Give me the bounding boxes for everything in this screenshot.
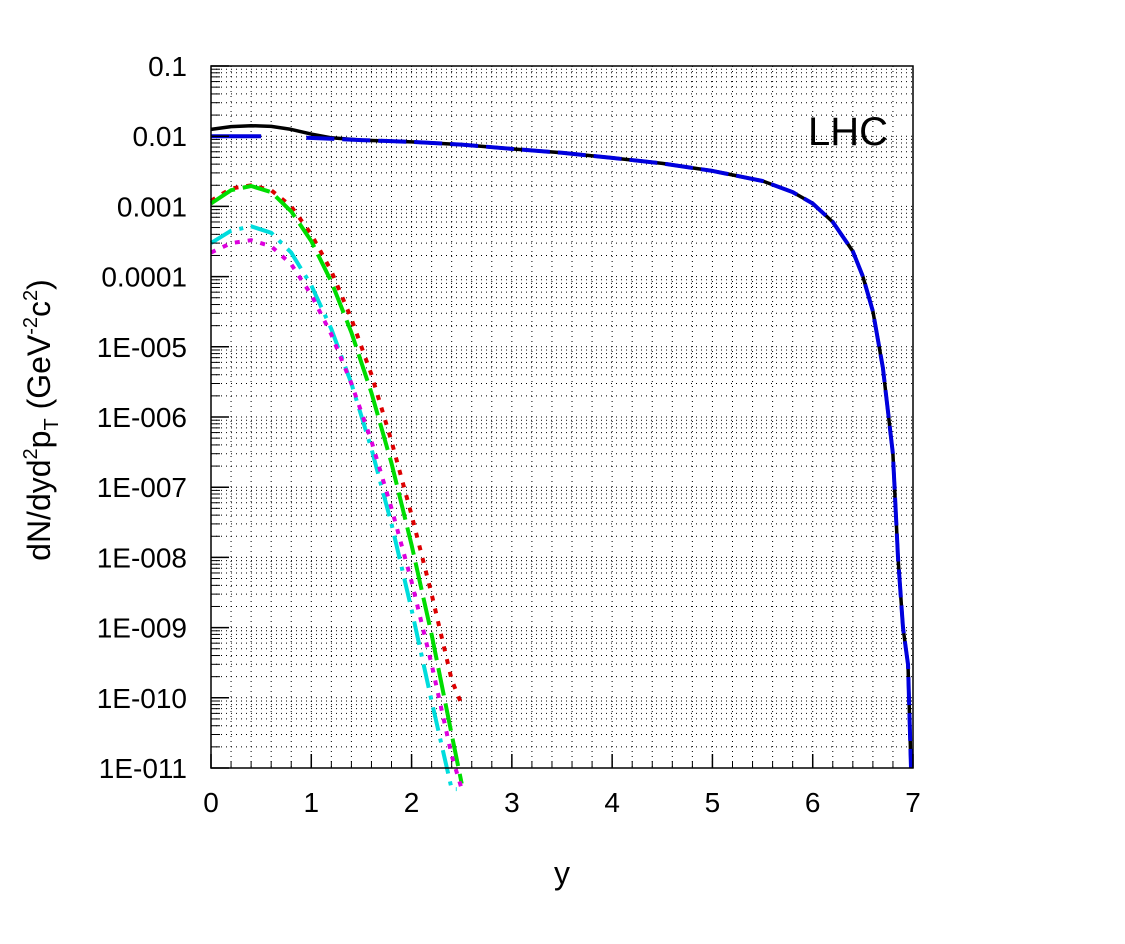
x-tick-label: 7 (905, 787, 921, 818)
y-axis-title-unit: (GeV (21, 334, 57, 418)
series-line-2 (306, 135, 913, 769)
y-tick-label: 0.1 (148, 51, 187, 82)
y-axis-title: dN/dyd2pT (GeV-2c2) (20, 279, 63, 561)
x-tick-label: 5 (705, 787, 721, 818)
y-axis-title-base: dN/dyd (21, 459, 57, 560)
y-axis-title-p: p (21, 431, 57, 449)
y-axis-title-sup3: 2 (20, 290, 42, 301)
axis-layer: 0 1 2 3 4 5 6 7 1E-011 1E-010 1E-009 1E-008 1E-007 1E… (97, 51, 921, 818)
y-axis-title-c: c (21, 301, 57, 317)
x-tick-label: 2 (404, 787, 420, 818)
y-axis-title-close: ) (21, 279, 57, 290)
series-layer (209, 123, 913, 792)
y-tick-label: 1E-005 (97, 332, 187, 363)
x-tick-label: 4 (604, 787, 620, 818)
x-tick-label: 3 (504, 787, 520, 818)
series-line-4 (209, 184, 464, 784)
y-tick-label: 1E-009 (97, 613, 187, 644)
y-tick-label: 0.01 (133, 121, 188, 152)
y-axis-title-sup1: 2 (20, 448, 42, 459)
y-tick-label: 1E-011 (99, 753, 187, 784)
y-tick-label: 1E-008 (97, 542, 187, 573)
x-axis-title: y (554, 855, 570, 891)
x-tick-label: 6 (805, 787, 821, 818)
grid-layer (211, 66, 913, 768)
y-tick-label: 1E-007 (97, 472, 187, 503)
y-axis-title-sup2: -2 (20, 317, 42, 335)
x-tick-label: 0 (203, 787, 219, 818)
y-tick-label: 1E-010 (97, 683, 187, 714)
y-axis-title-sub: T (41, 418, 63, 430)
y-tick-label: 0.0001 (101, 262, 187, 293)
series-line-6 (210, 238, 464, 790)
chart-annotation: LHC (808, 110, 888, 154)
label-layer: LHC y dN/dyd2pT (GeV-2c2) (20, 110, 888, 891)
x-tick-label: 1 (303, 787, 319, 818)
y-tick-label: 1E-006 (97, 402, 187, 433)
y-tick-label: 0.001 (117, 191, 187, 222)
